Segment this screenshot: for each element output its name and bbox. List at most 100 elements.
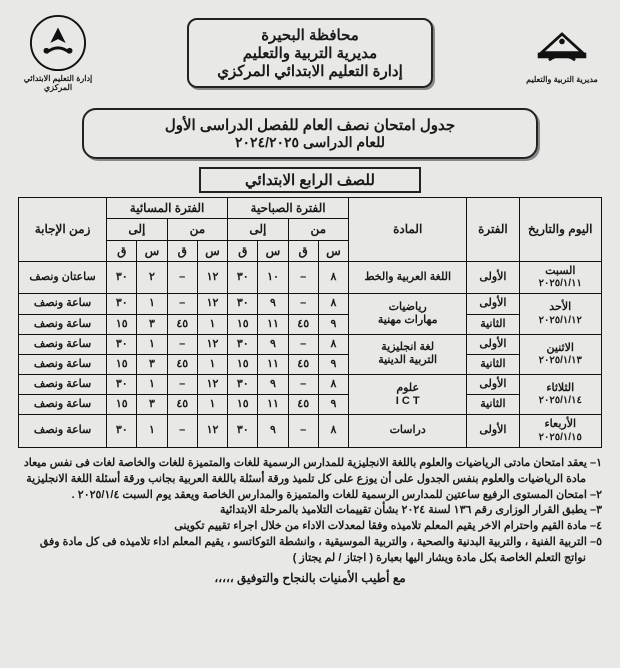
th-day: اليوم والتاريخ [519, 198, 601, 262]
th-m-to: إلى [228, 219, 289, 240]
admin-logo-caption: إدارة التعليم الابتدائي المركزي [18, 74, 98, 92]
cell-time: ١ [137, 375, 167, 395]
cell-time: ٩ [258, 415, 288, 447]
th-duration: زمن الإجابة [19, 198, 107, 262]
cell-time: ٣٠ [107, 262, 137, 294]
cell-time: ١ [197, 314, 227, 334]
cell-duration: ساعة ونصف [19, 415, 107, 447]
cell-time: ١٥ [228, 314, 258, 334]
cell-time: – [288, 415, 318, 447]
cell-time: ١٢ [197, 262, 227, 294]
cell-time: ٤٥ [167, 314, 197, 334]
cell-time: ١١ [258, 354, 288, 374]
note-1: ١– يعقد امتحان مادتى الرياضيات والعلوم ب… [18, 456, 602, 488]
table-row: الثانية٩٤٥١١١٥١٤٥٣١٥ساعة ونصف [19, 314, 602, 334]
table-row: الثانية٩٤٥١١١٥١٤٥٣١٥ساعة ونصف [19, 354, 602, 374]
cell-time: ١ [137, 415, 167, 447]
cell-subject: لغة انجليزيةالتربية الدينية [349, 334, 467, 374]
schedule-title-box: جدول امتحان نصف العام للفصل الدراسى الأو… [82, 108, 538, 159]
ministry-logo-caption: مديرية التربية والتعليم [526, 75, 598, 84]
cell-time: ٨ [318, 262, 348, 294]
cell-time: ٢ [137, 262, 167, 294]
cell-time: – [167, 375, 197, 395]
cell-time: ١٥ [228, 354, 258, 374]
cell-period: الثانية [467, 395, 519, 415]
table-row: الأحد٢٠٢٥/١/١٢الأولىرياضياتمهارات مهنية٨… [19, 294, 602, 314]
table-row: الثلاثاء٢٠٢٥/١/١٤الأولىعلومI C T٨–٩٣٠١٢–… [19, 375, 602, 395]
cell-time: ١٢ [197, 375, 227, 395]
cell-time: ١٢ [197, 294, 227, 314]
cell-time: ١٥ [107, 395, 137, 415]
cell-time: ٩ [318, 354, 348, 374]
cell-time: ٣ [137, 354, 167, 374]
cell-duration: ساعتان ونصف [19, 262, 107, 294]
gov-name: محافظة البحيرة [217, 26, 403, 44]
cell-time: ٨ [318, 415, 348, 447]
cell-day: السبت٢٠٢٥/١/١١ [519, 262, 601, 294]
cell-duration: ساعة ونصف [19, 395, 107, 415]
th-unit: ق [288, 240, 318, 261]
cell-period: الأولى [467, 415, 519, 447]
cell-time: ٩ [258, 334, 288, 354]
cell-period: الأولى [467, 334, 519, 354]
cell-period: الأولى [467, 294, 519, 314]
header-title-box: محافظة البحيرة مديرية التربية والتعليم إ… [187, 18, 433, 88]
table-row: الثانية٩٤٥١١١٥١٤٥٣١٥ساعة ونصف [19, 395, 602, 415]
th-m-from: من [288, 219, 348, 240]
cell-day: الأحد٢٠٢٥/١/١٢ [519, 294, 601, 334]
closing-line: مع أطيب الأمنيات بالنجاح والتوفيق ،،،،، [18, 571, 602, 585]
cell-time: ٩ [258, 294, 288, 314]
cell-time: ١٢ [197, 415, 227, 447]
cell-time: ٣٠ [107, 415, 137, 447]
cell-period: الثانية [467, 314, 519, 334]
cell-time: ٤٥ [167, 354, 197, 374]
cell-time: ١٠ [258, 262, 288, 294]
th-unit: ق [167, 240, 197, 261]
admin-logo: إدارة التعليم الابتدائي المركزي [18, 14, 98, 92]
th-unit: ق [107, 240, 137, 261]
cell-time: ٣٠ [228, 294, 258, 314]
th-unit: س [197, 240, 227, 261]
cell-time: ١١ [258, 395, 288, 415]
cell-time: ٨ [318, 294, 348, 314]
cell-time: ٣٠ [107, 334, 137, 354]
cell-time: ٩ [318, 395, 348, 415]
table-body: السبت٢٠٢٥/١/١١الأولىاللغة العربية والخط٨… [19, 262, 602, 448]
cell-time: – [167, 415, 197, 447]
cell-time: ١٢ [197, 334, 227, 354]
cell-time: ٩ [318, 314, 348, 334]
cell-day: الثلاثاء٢٠٢٥/١/١٤ [519, 375, 601, 415]
cell-time: ٣٠ [228, 375, 258, 395]
th-evening: الفترة المسائية [107, 198, 228, 219]
th-unit: س [258, 240, 288, 261]
cell-time: – [288, 294, 318, 314]
th-e-to: إلى [107, 219, 168, 240]
note-4: ٤– مادة القيم واحترام الاخر يقيم المعلم … [18, 519, 602, 535]
cell-duration: ساعة ونصف [19, 354, 107, 374]
ministry-logo: مديرية التربية والتعليم [522, 14, 602, 92]
cell-time: ١٥ [228, 395, 258, 415]
th-subject: المادة [349, 198, 467, 262]
cell-time: – [167, 294, 197, 314]
note-5: ٥– التربية الفنية ، والتربية البدنية وال… [18, 535, 602, 567]
cell-duration: ساعة ونصف [19, 294, 107, 314]
cell-time: – [288, 334, 318, 354]
cell-time: ٣ [137, 314, 167, 334]
table-head: اليوم والتاريخ الفترة المادة الفترة الصب… [19, 198, 602, 262]
administration: إدارة التعليم الابتدائي المركزي [217, 62, 403, 80]
directorate: مديرية التربية والتعليم [217, 44, 403, 62]
th-morning: الفترة الصباحية [228, 198, 349, 219]
th-unit: ق [228, 240, 258, 261]
cell-time: – [288, 375, 318, 395]
cell-time: ٤٥ [288, 354, 318, 374]
schedule-title-1: جدول امتحان نصف العام للفصل الدراسى الأو… [90, 116, 530, 134]
cell-duration: ساعة ونصف [19, 375, 107, 395]
cell-time: ٨ [318, 375, 348, 395]
cell-duration: ساعة ونصف [19, 334, 107, 354]
cell-day: الاثنين٢٠٢٥/١/١٣ [519, 334, 601, 374]
cell-time: ٤٥ [288, 395, 318, 415]
notes: ١– يعقد امتحان مادتى الرياضيات والعلوم ب… [18, 456, 602, 568]
cell-time: ١٥ [107, 314, 137, 334]
note-2: ٢– امتحان المستوى الرفيع ساعتين للمدارس … [18, 488, 602, 504]
cell-time: ٣٠ [228, 415, 258, 447]
